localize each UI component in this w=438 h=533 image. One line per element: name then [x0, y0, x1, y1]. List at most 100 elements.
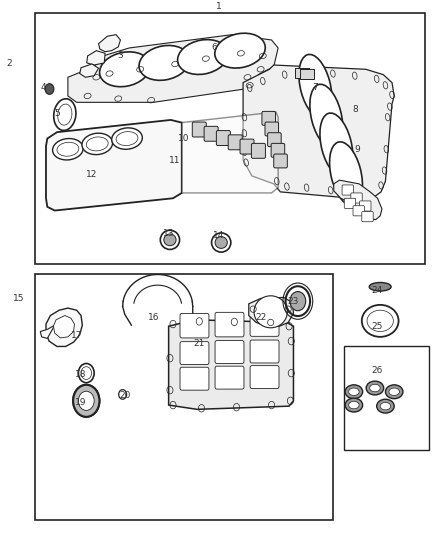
Text: 3: 3: [117, 52, 124, 60]
Text: 18: 18: [75, 370, 87, 378]
Ellipse shape: [53, 139, 83, 160]
FancyBboxPatch shape: [180, 367, 209, 390]
FancyBboxPatch shape: [215, 341, 244, 364]
Polygon shape: [182, 112, 278, 193]
Ellipse shape: [290, 292, 306, 311]
Ellipse shape: [58, 104, 72, 125]
Text: 23: 23: [288, 297, 299, 305]
FancyBboxPatch shape: [180, 342, 209, 365]
Polygon shape: [334, 180, 382, 220]
Ellipse shape: [377, 399, 394, 413]
Ellipse shape: [254, 296, 287, 328]
Text: 15: 15: [13, 294, 24, 303]
Ellipse shape: [380, 402, 391, 410]
Ellipse shape: [345, 398, 363, 412]
Polygon shape: [169, 320, 293, 409]
Text: 11: 11: [170, 157, 181, 165]
Text: 8: 8: [352, 105, 358, 114]
Ellipse shape: [369, 282, 391, 291]
Ellipse shape: [45, 84, 54, 94]
Ellipse shape: [329, 142, 363, 206]
FancyBboxPatch shape: [180, 313, 209, 338]
Ellipse shape: [78, 391, 94, 410]
Polygon shape: [40, 325, 55, 338]
FancyBboxPatch shape: [204, 126, 218, 141]
Ellipse shape: [113, 41, 119, 46]
FancyBboxPatch shape: [228, 135, 242, 150]
Polygon shape: [87, 51, 105, 65]
Text: 9: 9: [354, 145, 360, 154]
Text: 4: 4: [41, 84, 46, 92]
Text: 1: 1: [216, 2, 222, 11]
Ellipse shape: [349, 401, 359, 409]
Polygon shape: [46, 120, 182, 211]
Ellipse shape: [92, 54, 99, 61]
Ellipse shape: [349, 388, 359, 395]
FancyBboxPatch shape: [268, 133, 281, 147]
FancyBboxPatch shape: [351, 193, 362, 203]
Text: 12: 12: [86, 171, 98, 179]
FancyBboxPatch shape: [215, 366, 244, 389]
Ellipse shape: [215, 33, 265, 68]
FancyBboxPatch shape: [360, 201, 371, 211]
Text: 7: 7: [312, 84, 318, 92]
Text: 16: 16: [148, 313, 159, 321]
Polygon shape: [53, 316, 74, 338]
Ellipse shape: [57, 142, 79, 156]
FancyBboxPatch shape: [295, 68, 309, 78]
FancyBboxPatch shape: [362, 212, 373, 222]
Ellipse shape: [116, 132, 138, 146]
Ellipse shape: [99, 52, 150, 87]
Polygon shape: [46, 308, 82, 346]
Ellipse shape: [367, 310, 393, 332]
Ellipse shape: [385, 385, 403, 399]
Text: 24: 24: [371, 286, 382, 295]
Polygon shape: [99, 35, 120, 52]
Ellipse shape: [73, 385, 99, 417]
FancyBboxPatch shape: [342, 185, 353, 195]
Text: 10: 10: [178, 134, 190, 143]
Text: 17: 17: [71, 332, 82, 340]
Ellipse shape: [370, 384, 380, 392]
Text: 14: 14: [213, 231, 225, 240]
Ellipse shape: [177, 39, 228, 75]
Ellipse shape: [389, 388, 399, 395]
Ellipse shape: [366, 381, 384, 395]
Text: 22: 22: [255, 313, 266, 321]
FancyBboxPatch shape: [271, 143, 285, 157]
FancyBboxPatch shape: [262, 111, 276, 125]
FancyBboxPatch shape: [192, 122, 206, 137]
Ellipse shape: [345, 385, 363, 399]
Text: 26: 26: [371, 366, 382, 375]
Ellipse shape: [78, 391, 94, 410]
Ellipse shape: [106, 38, 113, 45]
Ellipse shape: [112, 128, 142, 149]
Text: 13: 13: [163, 229, 174, 238]
Ellipse shape: [82, 133, 113, 155]
FancyBboxPatch shape: [250, 340, 279, 363]
Text: 19: 19: [75, 398, 87, 407]
Polygon shape: [80, 64, 99, 77]
Polygon shape: [243, 65, 394, 200]
Ellipse shape: [139, 45, 190, 80]
Ellipse shape: [86, 137, 108, 151]
FancyBboxPatch shape: [240, 139, 254, 154]
Text: 2: 2: [7, 60, 12, 68]
FancyBboxPatch shape: [250, 366, 279, 389]
FancyBboxPatch shape: [353, 206, 364, 216]
Text: 21: 21: [194, 340, 205, 348]
Text: 5: 5: [54, 109, 60, 118]
FancyBboxPatch shape: [274, 154, 287, 168]
Text: 20: 20: [119, 391, 131, 400]
Ellipse shape: [184, 325, 191, 333]
Ellipse shape: [164, 234, 176, 246]
Ellipse shape: [215, 237, 227, 248]
FancyBboxPatch shape: [251, 143, 265, 158]
Text: 25: 25: [371, 322, 382, 331]
Ellipse shape: [81, 367, 92, 379]
Ellipse shape: [310, 84, 343, 148]
FancyBboxPatch shape: [216, 131, 230, 146]
Ellipse shape: [85, 68, 92, 74]
Text: 6: 6: [212, 44, 218, 52]
FancyBboxPatch shape: [344, 198, 356, 208]
